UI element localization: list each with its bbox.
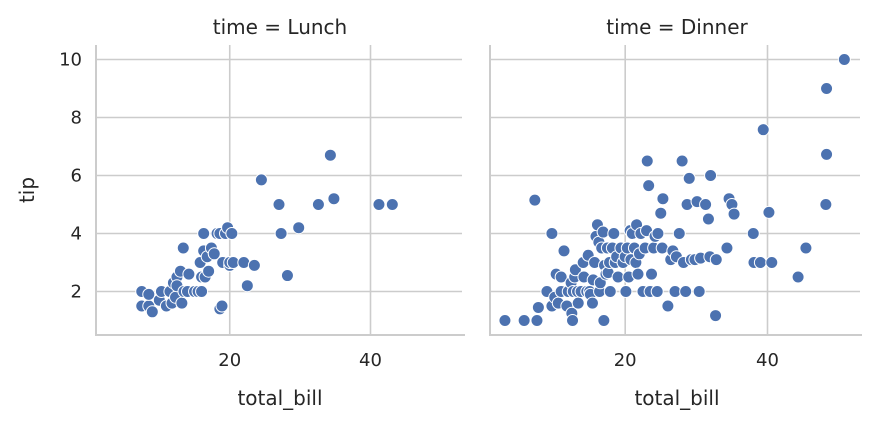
dinner-data-point (554, 270, 568, 284)
lunch-data-point (327, 192, 341, 206)
dinner-data-point (557, 244, 571, 258)
lunch-data-point (240, 279, 254, 293)
dinner-data-point (791, 270, 805, 284)
dinner-data-point (530, 314, 544, 327)
lunch-data-point (207, 247, 221, 261)
dinner-data-point (645, 267, 659, 281)
dinner-data-point (727, 207, 741, 221)
dinner-data-point (746, 227, 760, 240)
y-tick-label: 2 (71, 282, 82, 303)
dinner-data-point (545, 227, 559, 240)
dinner-data-point (820, 82, 834, 95)
dinner-data-point (799, 241, 813, 255)
lunch-data-point (385, 198, 399, 211)
lunch-data-point (175, 296, 189, 310)
dinner-data-point (709, 253, 723, 267)
lunch-data-point (182, 267, 196, 281)
dinner-data-point (619, 285, 633, 298)
lunch-data-point (225, 227, 239, 240)
dinner-data-point (603, 285, 617, 298)
lunch-data-point (272, 198, 286, 211)
lunch-data-point (197, 227, 211, 240)
dinner-data-point (597, 314, 611, 327)
dinner-data-point (704, 169, 718, 182)
dinner-x-tick-label: 20 (614, 350, 637, 371)
dinner-data-point (655, 241, 669, 255)
dinner-data-point (762, 205, 776, 219)
dinner-x-tick-labels: 20 40 (614, 350, 779, 371)
dinner-data-point (820, 147, 834, 161)
dinner-data-point (642, 179, 656, 193)
lunch-x-axis-label: total_bill (237, 386, 322, 410)
lunch-data-point (215, 299, 229, 313)
dinner-data-point (596, 225, 610, 239)
lunch-points (135, 148, 399, 319)
lunch-data-point (247, 258, 261, 272)
dinner-data-point (753, 256, 767, 269)
dinner-data-point (650, 285, 664, 298)
dinner-panel-title: time = Dinner (606, 15, 748, 39)
dinner-data-point (498, 314, 512, 327)
lunch-data-point (280, 269, 294, 283)
dinner-data-point (699, 198, 713, 211)
lunch-panel-title: time = Lunch (213, 15, 347, 39)
dinner-data-point (531, 300, 545, 314)
dinner-x-tick-label: 40 (756, 350, 779, 371)
dinner-data-point (656, 192, 670, 206)
lunch-data-point (145, 305, 159, 319)
lunch-data-point (202, 264, 216, 278)
lunch-grid (96, 45, 462, 335)
dinner-data-point (701, 212, 715, 226)
lunch-data-point (292, 221, 306, 235)
dinner-data-point (837, 53, 851, 66)
lunch-data-point (311, 198, 325, 211)
dinner-data-point (585, 296, 599, 310)
dinner-data-point (654, 206, 668, 220)
lunch-data-point (195, 285, 209, 298)
dinner-data-point (607, 227, 621, 240)
lunch-data-point (142, 287, 156, 301)
dinner-data-point (566, 314, 580, 327)
lunch-data-point (274, 227, 288, 240)
dinner-data-point (571, 296, 585, 310)
lunch-data-point (372, 198, 386, 211)
lunch-y-tick-labels: 2 4 6 8 10 (59, 50, 82, 303)
dinner-x-axis-label: total_bill (634, 386, 719, 410)
dinner-data-point (756, 123, 770, 137)
dinner-points (498, 53, 851, 327)
y-tick-label: 4 (71, 224, 82, 245)
lunch-data-point (254, 173, 268, 187)
lunch-x-tick-label: 40 (359, 350, 382, 371)
dinner-data-point (631, 267, 645, 281)
dinner-data-point (517, 314, 531, 327)
dinner-data-point (528, 193, 542, 207)
y-tick-label: 6 (71, 166, 82, 187)
y-tick-label: 8 (71, 108, 82, 129)
dinner-data-point (675, 154, 689, 168)
y-axis-label: tip (15, 177, 39, 203)
dinner-data-point (661, 299, 675, 313)
dinner-data-point (672, 227, 686, 240)
lunch-x-tick-labels: 20 40 (218, 350, 382, 371)
dinner-data-point (765, 256, 779, 269)
y-tick-label: 10 (59, 50, 82, 71)
dinner-data-point (692, 285, 706, 298)
dinner-data-point (640, 154, 654, 168)
dinner-data-point (682, 171, 696, 185)
lunch-x-tick-label: 20 (218, 350, 241, 371)
dinner-data-point (651, 227, 665, 240)
lunch-data-point (176, 241, 190, 255)
dinner-data-point (819, 198, 833, 211)
dinner-data-point (709, 309, 723, 323)
dinner-data-point (720, 241, 734, 255)
dinner-panel: time = Dinner 20 40 total_bill (489, 15, 862, 410)
dinner-data-point (679, 285, 693, 298)
lunch-data-point (323, 148, 337, 162)
